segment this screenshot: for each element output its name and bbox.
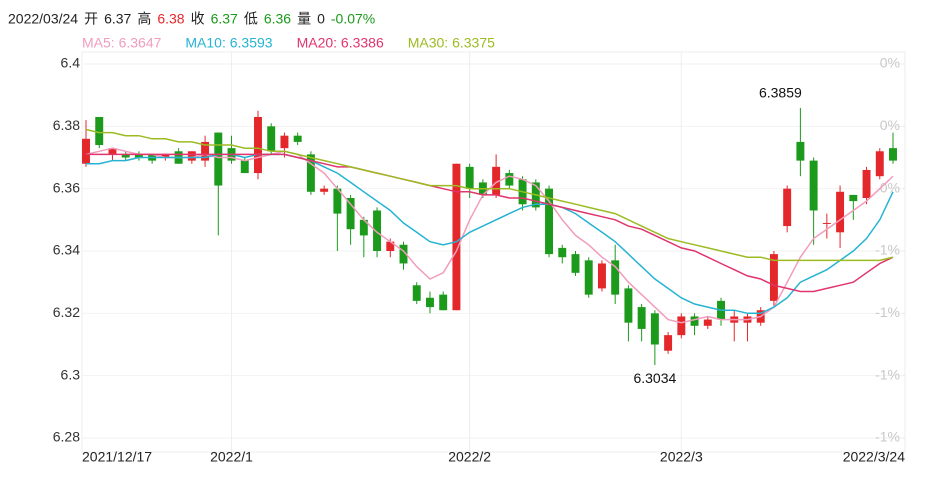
candle-body	[650, 313, 659, 345]
candle-body	[465, 166, 474, 189]
legend-entry: MA20: 6.3386	[297, 35, 384, 51]
candle-body	[254, 116, 262, 174]
x-tick-label: 2022/3/24	[843, 449, 905, 465]
y2-tick-label: -1%	[875, 429, 900, 445]
candle-body	[558, 247, 567, 258]
y-tick-label: 6.32	[53, 304, 80, 320]
candle-body	[677, 316, 686, 336]
legend-entry: MA5: 6.3647	[82, 35, 162, 51]
candle-body	[425, 297, 434, 308]
candle-body	[82, 138, 90, 164]
header-item: 6.36	[264, 11, 291, 27]
y-tick-label: 6.34	[53, 242, 80, 258]
min-annotation: 6.3034	[633, 370, 676, 386]
candle-body	[134, 154, 143, 158]
x-tick-label: 2022/3	[660, 449, 703, 465]
legend-entry: MA10: 6.3593	[185, 35, 272, 51]
candle-body	[862, 169, 871, 199]
candle-body	[359, 219, 368, 236]
y2-tick-label: -1%	[875, 304, 900, 320]
candle-body	[492, 166, 501, 195]
candle-body	[664, 335, 673, 351]
candle-body	[280, 135, 289, 149]
y2-tick-label: -1%	[875, 242, 900, 258]
candle-body	[386, 241, 395, 251]
candle-body	[809, 160, 818, 211]
candle-body	[571, 254, 580, 273]
header-item: -0.07%	[331, 11, 375, 27]
header-item: 0	[317, 11, 325, 27]
candle-body	[240, 160, 249, 174]
legend-entry: MA30: 6.3375	[408, 35, 495, 51]
candle-body	[346, 198, 355, 230]
header-item: 高	[137, 11, 151, 27]
max-annotation: 6.3859	[759, 85, 802, 101]
y2-tick-label: 0%	[880, 55, 900, 71]
header-item: 量	[297, 11, 311, 27]
x-tick-label: 2022/2	[448, 449, 491, 465]
candle-body	[624, 288, 633, 323]
ma-line	[86, 153, 894, 293]
x-tick-label: 2022/1	[210, 449, 253, 465]
candle-body	[399, 244, 408, 264]
candle-body	[161, 154, 170, 158]
y-tick-label: 6.28	[53, 429, 80, 445]
candle-body	[505, 173, 514, 186]
header-item: 2022/03/24	[8, 11, 78, 27]
x-tick-label: 2021/12/17	[82, 449, 152, 465]
ma-line	[85, 128, 894, 262]
y2-tick-label: 0%	[880, 179, 900, 195]
candle-body	[201, 141, 210, 161]
y2-tick-label: 0%	[880, 117, 900, 133]
candle-body	[121, 154, 130, 158]
header-item: 6.38	[157, 11, 184, 27]
y-tick-label: 6.38	[53, 117, 80, 133]
candle-body	[690, 316, 699, 326]
candle-body	[796, 141, 805, 161]
candle-body	[597, 263, 606, 289]
candle-body	[412, 285, 421, 301]
header-item: 收	[191, 11, 205, 27]
candle-body	[439, 294, 448, 311]
candle-body	[452, 163, 461, 311]
candle-body	[214, 132, 223, 186]
y2-tick-label: -1%	[875, 366, 900, 382]
y-tick-label: 6.36	[53, 179, 80, 195]
candle-body	[703, 319, 712, 326]
header-item: 低	[244, 11, 258, 27]
candle-body	[822, 222, 831, 224]
candle-body	[320, 188, 329, 192]
candle-body	[637, 307, 646, 329]
plot-frame	[81, 51, 906, 453]
candle-body	[333, 188, 342, 214]
header-item: 6.37	[211, 11, 238, 27]
candle-body	[545, 188, 554, 255]
candle-body	[889, 148, 897, 161]
y-tick-label: 6.3	[61, 366, 81, 382]
candle-body	[373, 210, 382, 251]
candle-body	[836, 191, 845, 233]
candle-body	[293, 135, 302, 142]
candle-body	[769, 254, 778, 301]
candle-body	[306, 154, 315, 192]
candle-body	[187, 151, 196, 161]
y-tick-label: 6.4	[61, 55, 81, 71]
candle-body	[95, 116, 104, 146]
header-item: 开	[84, 11, 98, 27]
candle-body	[108, 148, 117, 155]
candle-body	[849, 194, 858, 202]
candle-body	[584, 260, 593, 295]
candle-body	[611, 260, 620, 295]
candle-body	[783, 188, 792, 227]
candle-body	[267, 126, 276, 152]
candle-body	[875, 151, 884, 177]
header-item: 6.37	[104, 11, 131, 27]
